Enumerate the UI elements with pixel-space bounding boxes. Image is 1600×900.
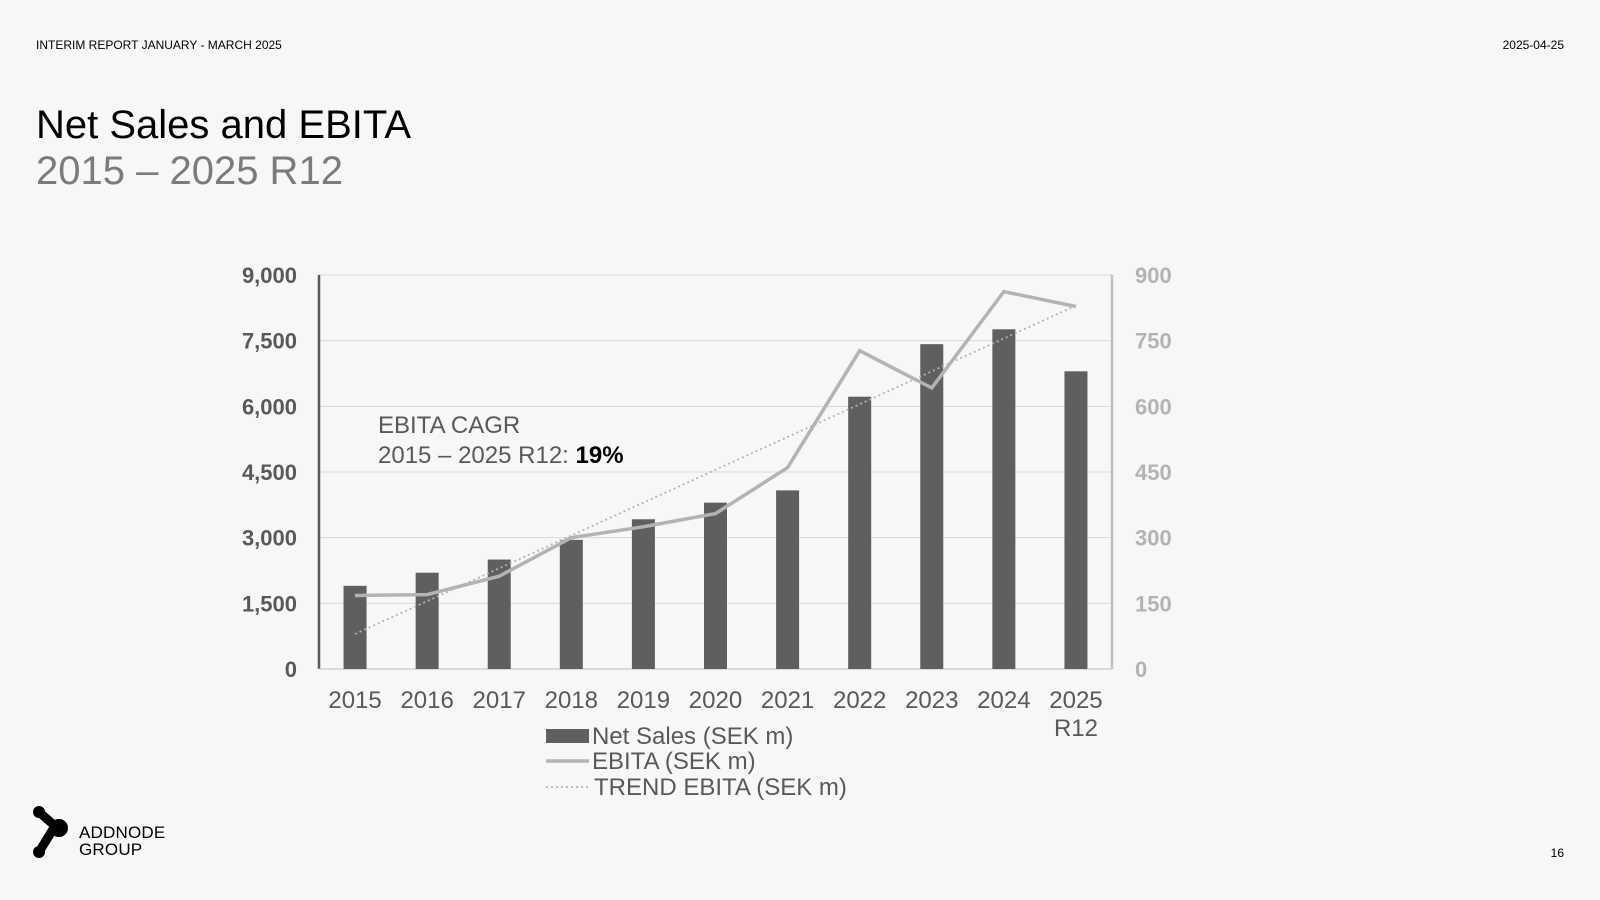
slide-title: Net Sales and EBITA: [36, 103, 411, 147]
left-axis-tick-label: 7,500: [242, 329, 297, 354]
right-axis-tick-label: 300: [1135, 526, 1172, 551]
left-axis-tick-label: 0: [285, 657, 297, 682]
net-sales-bar: [776, 490, 800, 669]
net-sales-bar: [704, 502, 727, 669]
net-sales-bar: [848, 396, 872, 669]
cagr-annotation-period: 2015 – 2025 R12:: [378, 442, 576, 469]
net-sales-bar: [992, 329, 1016, 669]
logo-line-2: GROUP: [79, 840, 143, 859]
net-sales-bar: [559, 539, 583, 669]
right-axis-tick-label: 150: [1135, 591, 1172, 616]
left-axis-tick-label: 1,500: [242, 591, 297, 616]
x-axis-tick-label: 2024: [977, 687, 1030, 714]
trend-ebita-line: [354, 304, 1077, 635]
x-axis-tick-label: 2015: [328, 687, 381, 714]
legend-label-ebita: EBITA (SEK m): [592, 748, 756, 775]
net-sales-bar: [415, 572, 439, 669]
left-axis-tick-label: 3,000: [242, 526, 297, 551]
x-axis-tick-label: 2018: [545, 687, 598, 714]
logo-wordmark: ADDNODE GROUP: [79, 824, 165, 858]
net-sales-bar: [920, 344, 944, 669]
x-axis-tick-label: 2020: [689, 687, 742, 714]
slide-subtitle: 2015 – 2025 R12: [36, 149, 343, 193]
right-axis-tick-label: 600: [1135, 394, 1172, 419]
right-axis-tick-label: 750: [1135, 329, 1172, 354]
x-axis-tick-label: 2023: [905, 687, 958, 714]
cagr-annotation-title: EBITA CAGR: [378, 412, 520, 439]
right-axis-tick-label: 0: [1135, 657, 1147, 682]
right-axis-tick-label: 450: [1135, 460, 1172, 485]
right-axis-tick-label: 900: [1135, 263, 1172, 288]
net-sales-bar: [631, 519, 655, 669]
net-sales-bar: [1064, 371, 1088, 669]
x-axis-tick-label: R12: [1054, 715, 1098, 742]
report-header-title: INTERIM REPORT JANUARY - MARCH 2025: [36, 38, 282, 52]
legend-swatch-net-sales: [546, 729, 589, 743]
cagr-annotation-value: 19%: [576, 442, 624, 469]
ebita-line: [355, 289, 1077, 598]
logo-line-1: ADDNODE: [79, 823, 166, 842]
cagr-annotation-detail: 2015 – 2025 R12: 19%: [378, 442, 624, 469]
legend-label-trend-ebita: TREND EBITA (SEK m): [594, 774, 847, 801]
left-axis-tick-label: 4,500: [242, 460, 297, 485]
page-number: 16: [1550, 846, 1564, 860]
x-axis-tick-label: 2022: [833, 687, 886, 714]
x-axis-tick-label: 2019: [617, 687, 670, 714]
x-axis-tick-label: 2016: [400, 687, 453, 714]
left-axis-tick-label: 6,000: [242, 394, 297, 419]
x-axis-tick-label: 2025: [1049, 687, 1102, 714]
legend-label-net-sales: Net Sales (SEK m): [592, 723, 793, 750]
x-axis-tick-label: 2021: [761, 687, 814, 714]
net-sales-bar: [343, 585, 367, 669]
net-sales-bar: [487, 559, 511, 669]
x-axis-tick-label: 2017: [473, 687, 526, 714]
addnode-logo-icon: [33, 806, 68, 858]
report-date: 2025-04-25: [1502, 38, 1564, 52]
left-axis-tick-label: 9,000: [242, 263, 297, 288]
